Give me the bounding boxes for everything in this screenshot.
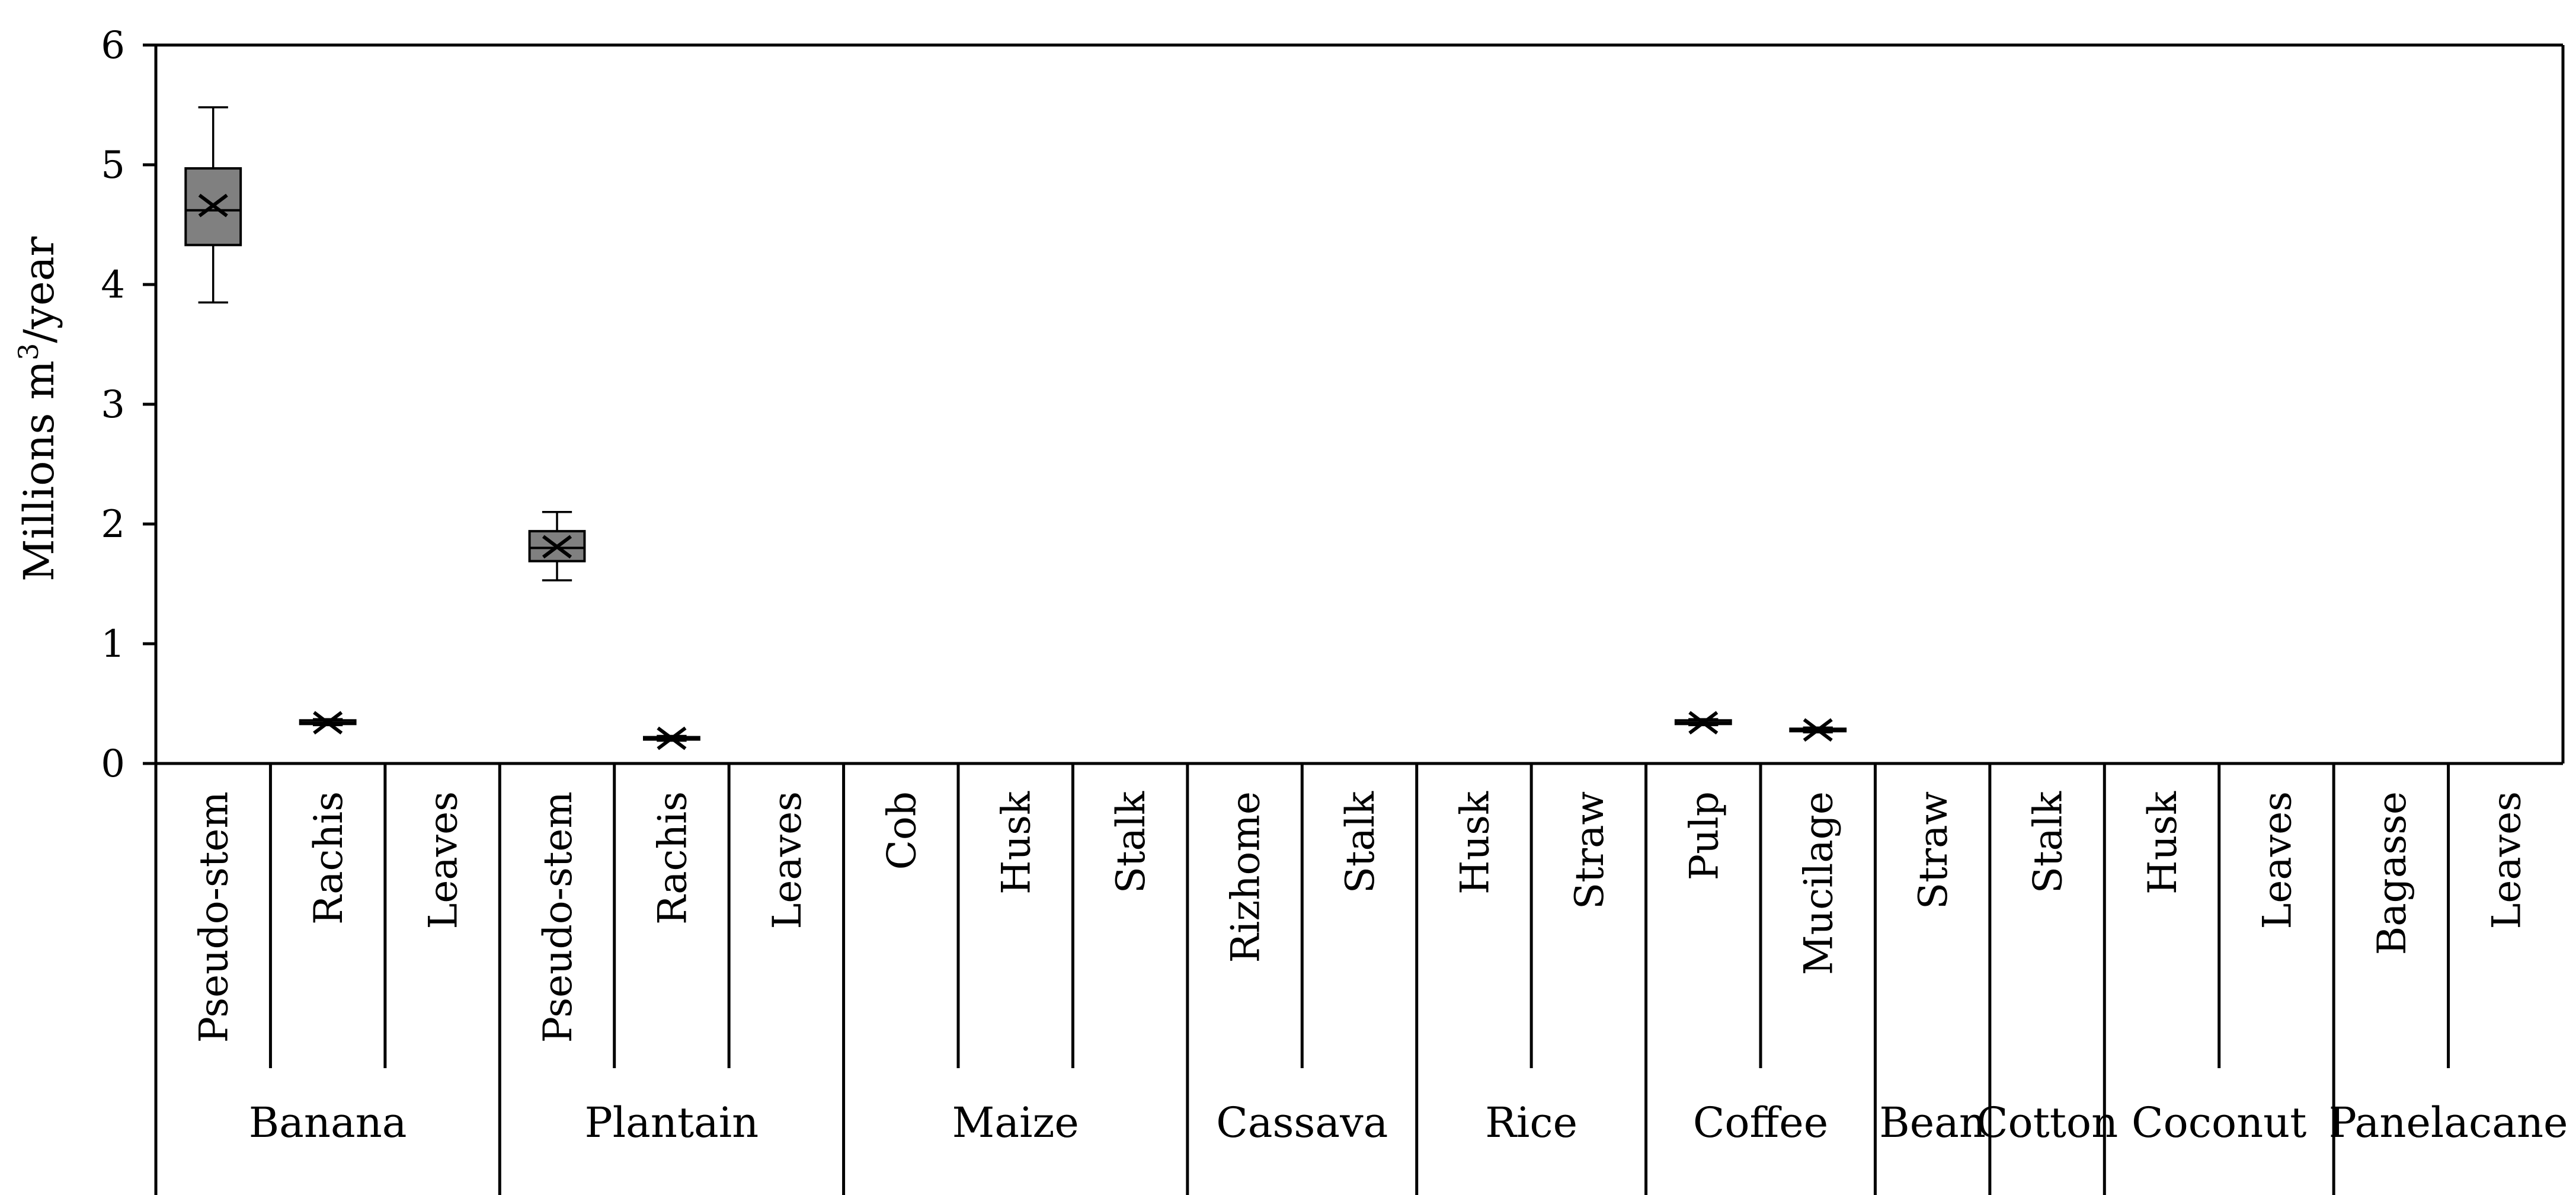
- y-axis-ticks: 0 1 2 3 4 5 6: [101, 24, 156, 786]
- y-tick-label: 6: [101, 24, 125, 68]
- group-label: Cassava: [1216, 1098, 1388, 1147]
- group-label: Panelacane: [2329, 1098, 2568, 1147]
- category-label: Leaves: [764, 791, 810, 929]
- category-label: Rachis: [649, 791, 695, 925]
- plot-frame: [154, 43, 2565, 1195]
- mean-marker: [1688, 711, 1719, 735]
- box-series: [184, 106, 1847, 750]
- group-label: Coconut: [2132, 1098, 2306, 1147]
- category-label: Rizhome: [1223, 791, 1269, 963]
- group-label: Plantain: [585, 1098, 759, 1147]
- mean-marker: [198, 193, 228, 218]
- category-label: Stalk: [1337, 791, 1383, 893]
- y-tick-label: 3: [101, 383, 125, 427]
- category-label: Pseudo-stem: [535, 791, 581, 1043]
- group-label: Coffee: [1693, 1098, 1828, 1147]
- category-label: Stalk: [2025, 791, 2071, 893]
- box-banana-pseudo-stem: [184, 106, 242, 304]
- y-tick-label: 2: [101, 503, 125, 547]
- category-label: Pulp: [1681, 791, 1727, 880]
- category-label: Pseudo-stem: [191, 791, 237, 1043]
- mean-marker: [657, 726, 687, 750]
- category-label: Bagasse: [2369, 791, 2415, 955]
- y-tick-label: 5: [101, 143, 125, 187]
- category-label: Straw: [1911, 791, 1956, 909]
- category-label: Leaves: [2254, 791, 2300, 929]
- category-label: Stalk: [1108, 791, 1154, 893]
- y-tick-label: 4: [101, 263, 125, 307]
- category-label: Leaves: [421, 791, 466, 929]
- y-tick-label: 1: [101, 622, 125, 666]
- category-label: Cob: [879, 791, 924, 870]
- category-label: Husk: [994, 791, 1039, 894]
- category-label: Rachis: [306, 791, 351, 925]
- y-tick-label: 0: [101, 742, 125, 786]
- group-label: Banana: [249, 1098, 407, 1147]
- category-label: Husk: [1452, 791, 1497, 894]
- box-plantain-rachis: [643, 726, 700, 750]
- group-label: Maize: [952, 1098, 1079, 1147]
- mean-marker: [313, 711, 343, 735]
- category-label: Husk: [2140, 791, 2185, 894]
- y-axis-title: Millions m3/year: [12, 236, 63, 581]
- group-label: Cotton: [1976, 1098, 2118, 1147]
- box-coffee-mucilage: [1789, 718, 1847, 742]
- box-banana-rachis: [299, 711, 357, 735]
- box-coffee-pulp: [1674, 711, 1732, 735]
- mean-marker: [542, 535, 572, 559]
- category-axis: Pseudo-stem Rachis Leaves Banana Pseudo-stem…: [191, 763, 2568, 1195]
- category-label: Leaves: [2484, 791, 2529, 929]
- box-plantain-pseudo-stem: [528, 511, 586, 581]
- mean-marker: [1803, 718, 1833, 742]
- group-label: Rice: [1485, 1098, 1577, 1147]
- group-label: Bean: [1879, 1098, 1986, 1147]
- category-label: Straw: [1567, 791, 1612, 909]
- category-label: Mucilage: [1796, 791, 1842, 975]
